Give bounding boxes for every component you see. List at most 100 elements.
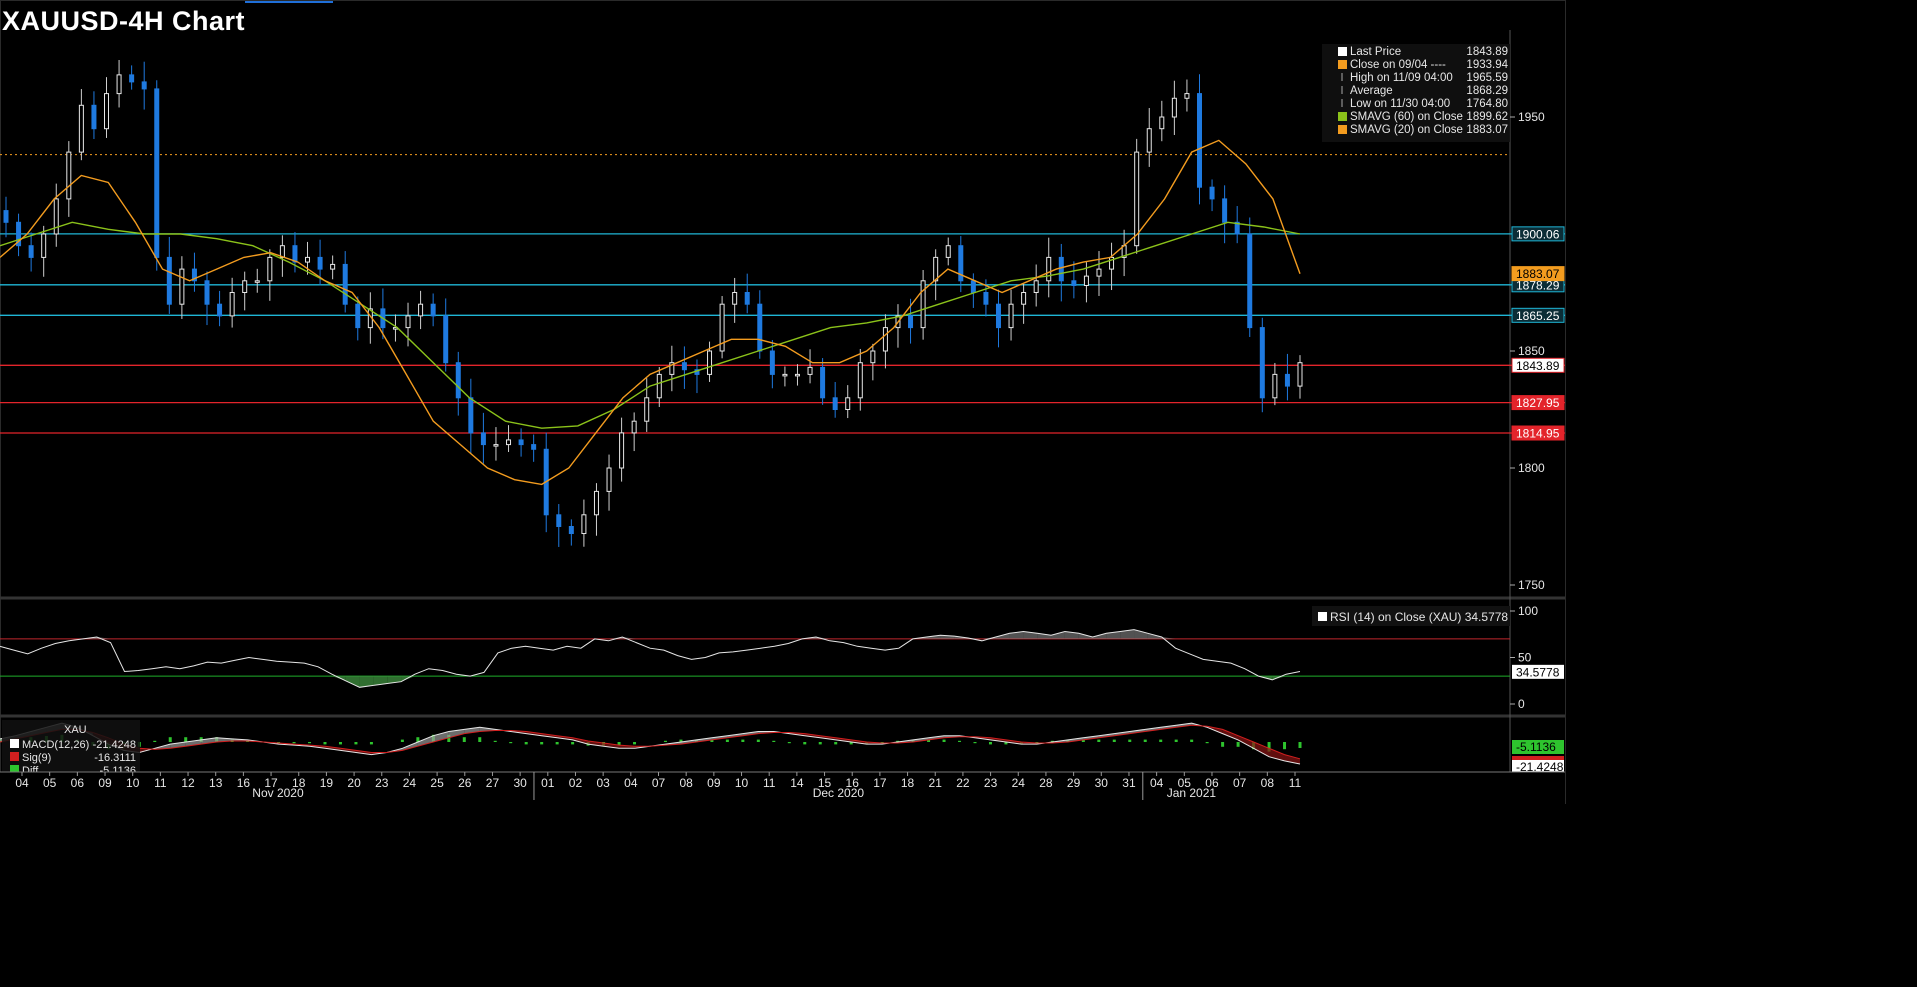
macd-fill [526, 731, 542, 736]
macd-fill [1253, 742, 1270, 757]
candle-body [1109, 256, 1115, 270]
candle-body [707, 350, 713, 375]
macd-fill [804, 733, 821, 738]
macd-line-tag [1512, 760, 1564, 774]
candle-body [983, 292, 989, 305]
candle-body [166, 256, 172, 305]
x-month-label: Nov 2020 [252, 786, 304, 800]
macd-fill [572, 737, 589, 745]
candle-body [568, 526, 574, 535]
legend-label: Low on 11/30 04:00 [1350, 98, 1450, 110]
legend-label: SMAVG (60) on Close [1350, 111, 1463, 123]
candle-body [1259, 327, 1265, 399]
level-tag-box [1511, 395, 1565, 411]
macd-line-tag-label: -21.4248 [1516, 760, 1564, 774]
macd-fill [1176, 723, 1192, 728]
rsi-current-label: 34.5778 [1516, 665, 1560, 679]
candle-body [305, 256, 311, 263]
legend-value: 1899.62 [1466, 111, 1508, 123]
x-tick-label: 31 [1122, 776, 1136, 790]
macd-fill [1067, 737, 1084, 742]
macd-fill [820, 735, 836, 740]
candle-body [1247, 233, 1253, 329]
candle-body [1184, 93, 1190, 99]
rsi-oversold-fill [345, 676, 360, 688]
x-tick-label: 25 [430, 776, 444, 790]
macd-fill [433, 731, 449, 742]
candle-body [556, 514, 562, 527]
rsi-line [0, 629, 1301, 688]
candle-body [16, 221, 22, 247]
x-tick-label: 18 [292, 776, 306, 790]
macd-fill [1005, 739, 1022, 745]
x-tick-label: 02 [569, 776, 583, 790]
legend-box [1322, 44, 1510, 142]
candle-body [970, 280, 976, 293]
macd-fill [340, 748, 356, 753]
level-price-tag: 1865.25 [1511, 307, 1565, 323]
chart-title: XAUUSD-4H Chart [2, 6, 246, 36]
macd-legend-value: -16.3111 [94, 752, 136, 764]
candle-body [832, 397, 838, 410]
candle-body [1297, 362, 1303, 387]
macd-legend-swatch [10, 739, 19, 748]
level-tag-box [1511, 226, 1565, 242]
candle-body [920, 280, 926, 329]
legend-label: Average [1350, 85, 1393, 97]
candle-body [1196, 93, 1202, 188]
candle-body [204, 280, 210, 305]
candle-body [506, 439, 512, 446]
level-price-tag: 1814.95 [1511, 425, 1565, 441]
rsi-oversold-fill [373, 676, 388, 686]
level-price-tag: 1827.95 [1511, 395, 1565, 411]
y-tick-label: 1800 [1518, 461, 1545, 475]
x-tick-label: 22 [956, 776, 970, 790]
x-tick-label: 13 [209, 776, 223, 790]
macd-fill [448, 729, 465, 738]
candle-body [606, 467, 612, 492]
candle-body [493, 444, 499, 447]
candle-body [330, 263, 336, 270]
candle-body [908, 315, 914, 329]
macd-fill [913, 737, 929, 742]
x-tick-label: 24 [1012, 776, 1026, 790]
rsi-oversold-fill [1272, 676, 1287, 680]
legend-label: Close on 09/04 ---- [1350, 59, 1446, 71]
macd-fill [1238, 735, 1254, 749]
candle-body [430, 303, 436, 317]
candle-body [91, 104, 97, 130]
x-tick-label: 24 [403, 776, 417, 790]
macd-fill [1098, 733, 1115, 738]
macd-fill [1114, 731, 1130, 736]
level-tag-box [1511, 266, 1565, 282]
candle-body [267, 256, 273, 282]
macd-legend-label: MACD(12,26) [22, 739, 89, 751]
tab-accent-bar [245, 0, 333, 3]
candles-group [3, 59, 1303, 547]
candle-body [945, 245, 951, 258]
x-tick-label: 09 [98, 776, 112, 790]
legend-label: SMAVG (20) on Close [1350, 124, 1463, 136]
candle-body [191, 268, 197, 282]
level-tag-box [1511, 307, 1565, 323]
candle-body [1234, 221, 1240, 235]
rsi-overbought-fill [1134, 629, 1148, 639]
legend-value: 1933.94 [1466, 59, 1508, 71]
candle-body [1046, 256, 1052, 282]
level-tag-label: 1900.06 [1516, 227, 1560, 241]
candle-body [995, 303, 1001, 329]
level-tag-label: 1878.29 [1516, 278, 1560, 292]
candle-body [217, 303, 223, 317]
macd-legend-value: -21.4248 [93, 739, 136, 751]
legend-label: High on 11/09 04:00 [1350, 72, 1453, 84]
macd-fill [727, 733, 743, 738]
macd-fill [557, 735, 573, 740]
candle-body [1058, 256, 1064, 282]
rsi-current-tag [1512, 664, 1564, 679]
candle-body [443, 315, 449, 364]
candle-body [1209, 186, 1215, 200]
x-tick-label: 30 [1095, 776, 1109, 790]
candle-body [28, 245, 34, 258]
candle-body [593, 490, 599, 516]
candle-body [1008, 303, 1014, 329]
